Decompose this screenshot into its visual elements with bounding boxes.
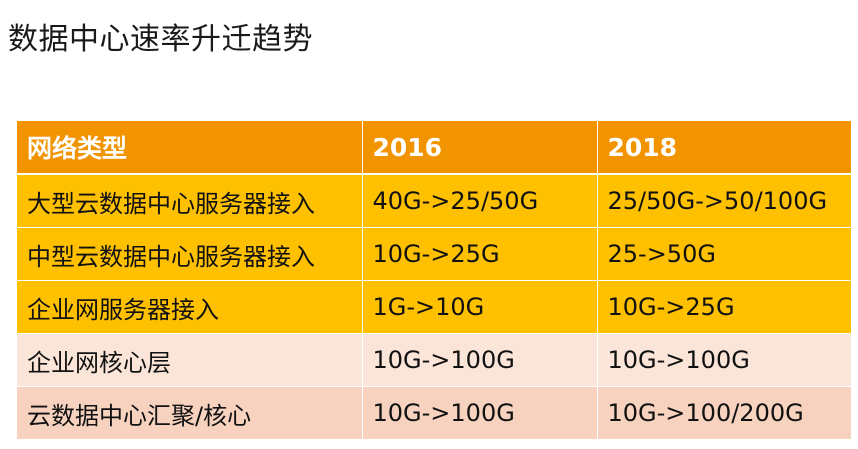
rate-2018-cell: 10G->100/200G — [597, 386, 851, 440]
rate-2016-cell: 10G->100G — [362, 386, 598, 440]
header-year-2016: 2016 — [362, 121, 598, 175]
network-type-cell: 云数据中心汇聚/核心 — [17, 386, 363, 440]
rate-2016-cell: 1G->10G — [362, 280, 598, 334]
header-network-type: 网络类型 — [17, 121, 363, 175]
header-year-2018: 2018 — [597, 121, 851, 175]
rate-2018-cell: 10G->100G — [597, 333, 851, 387]
rate-2016-cell: 10G->100G — [362, 333, 598, 387]
rate-2018-cell: 25->50G — [597, 227, 851, 281]
rate-2018-cell: 10G->25G — [597, 280, 851, 334]
network-type-cell: 企业网服务器接入 — [17, 280, 363, 334]
rate-2016-cell: 40G->25/50G — [362, 174, 598, 228]
page-title: 数据中心速率升迁趋势 — [8, 22, 313, 57]
rate-2016-cell: 10G->25G — [362, 227, 598, 281]
table-row: 企业网服务器接入 1G->10G 10G->25G — [17, 280, 851, 334]
table-row: 中型云数据中心服务器接入 10G->25G 25->50G — [17, 227, 851, 281]
table-row: 云数据中心汇聚/核心 10G->100G 10G->100/200G — [17, 386, 851, 440]
network-type-cell: 中型云数据中心服务器接入 — [17, 227, 363, 281]
rate-trend-table: 网络类型 2016 2018 大型云数据中心服务器接入 40G->25/50G … — [17, 121, 851, 440]
network-type-cell: 企业网核心层 — [17, 333, 363, 387]
table-header-row: 网络类型 2016 2018 — [17, 121, 851, 175]
network-type-cell: 大型云数据中心服务器接入 — [17, 174, 363, 228]
table-row: 企业网核心层 10G->100G 10G->100G — [17, 333, 851, 387]
table-row: 大型云数据中心服务器接入 40G->25/50G 25/50G->50/100G — [17, 174, 851, 228]
rate-2018-cell: 25/50G->50/100G — [597, 174, 851, 228]
